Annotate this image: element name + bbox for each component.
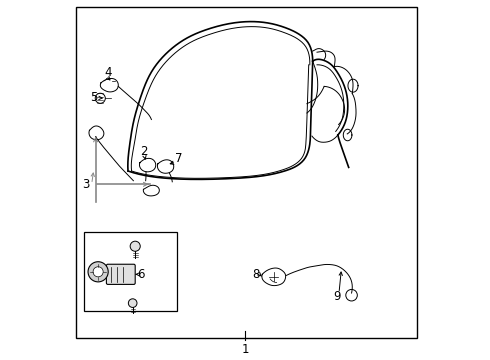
FancyBboxPatch shape (106, 264, 135, 284)
Text: 1: 1 (241, 343, 249, 356)
Text: 3: 3 (82, 178, 90, 191)
Bar (84, 232, 177, 311)
Text: 6: 6 (137, 268, 145, 281)
Text: 9: 9 (333, 291, 341, 303)
Text: 4: 4 (104, 66, 112, 78)
Circle shape (130, 241, 140, 251)
Circle shape (93, 267, 103, 277)
Text: 7: 7 (174, 152, 182, 165)
Circle shape (88, 262, 108, 282)
Text: 2: 2 (141, 145, 148, 158)
Text: 5: 5 (90, 91, 98, 104)
Text: 8: 8 (252, 268, 260, 281)
Circle shape (128, 299, 137, 307)
